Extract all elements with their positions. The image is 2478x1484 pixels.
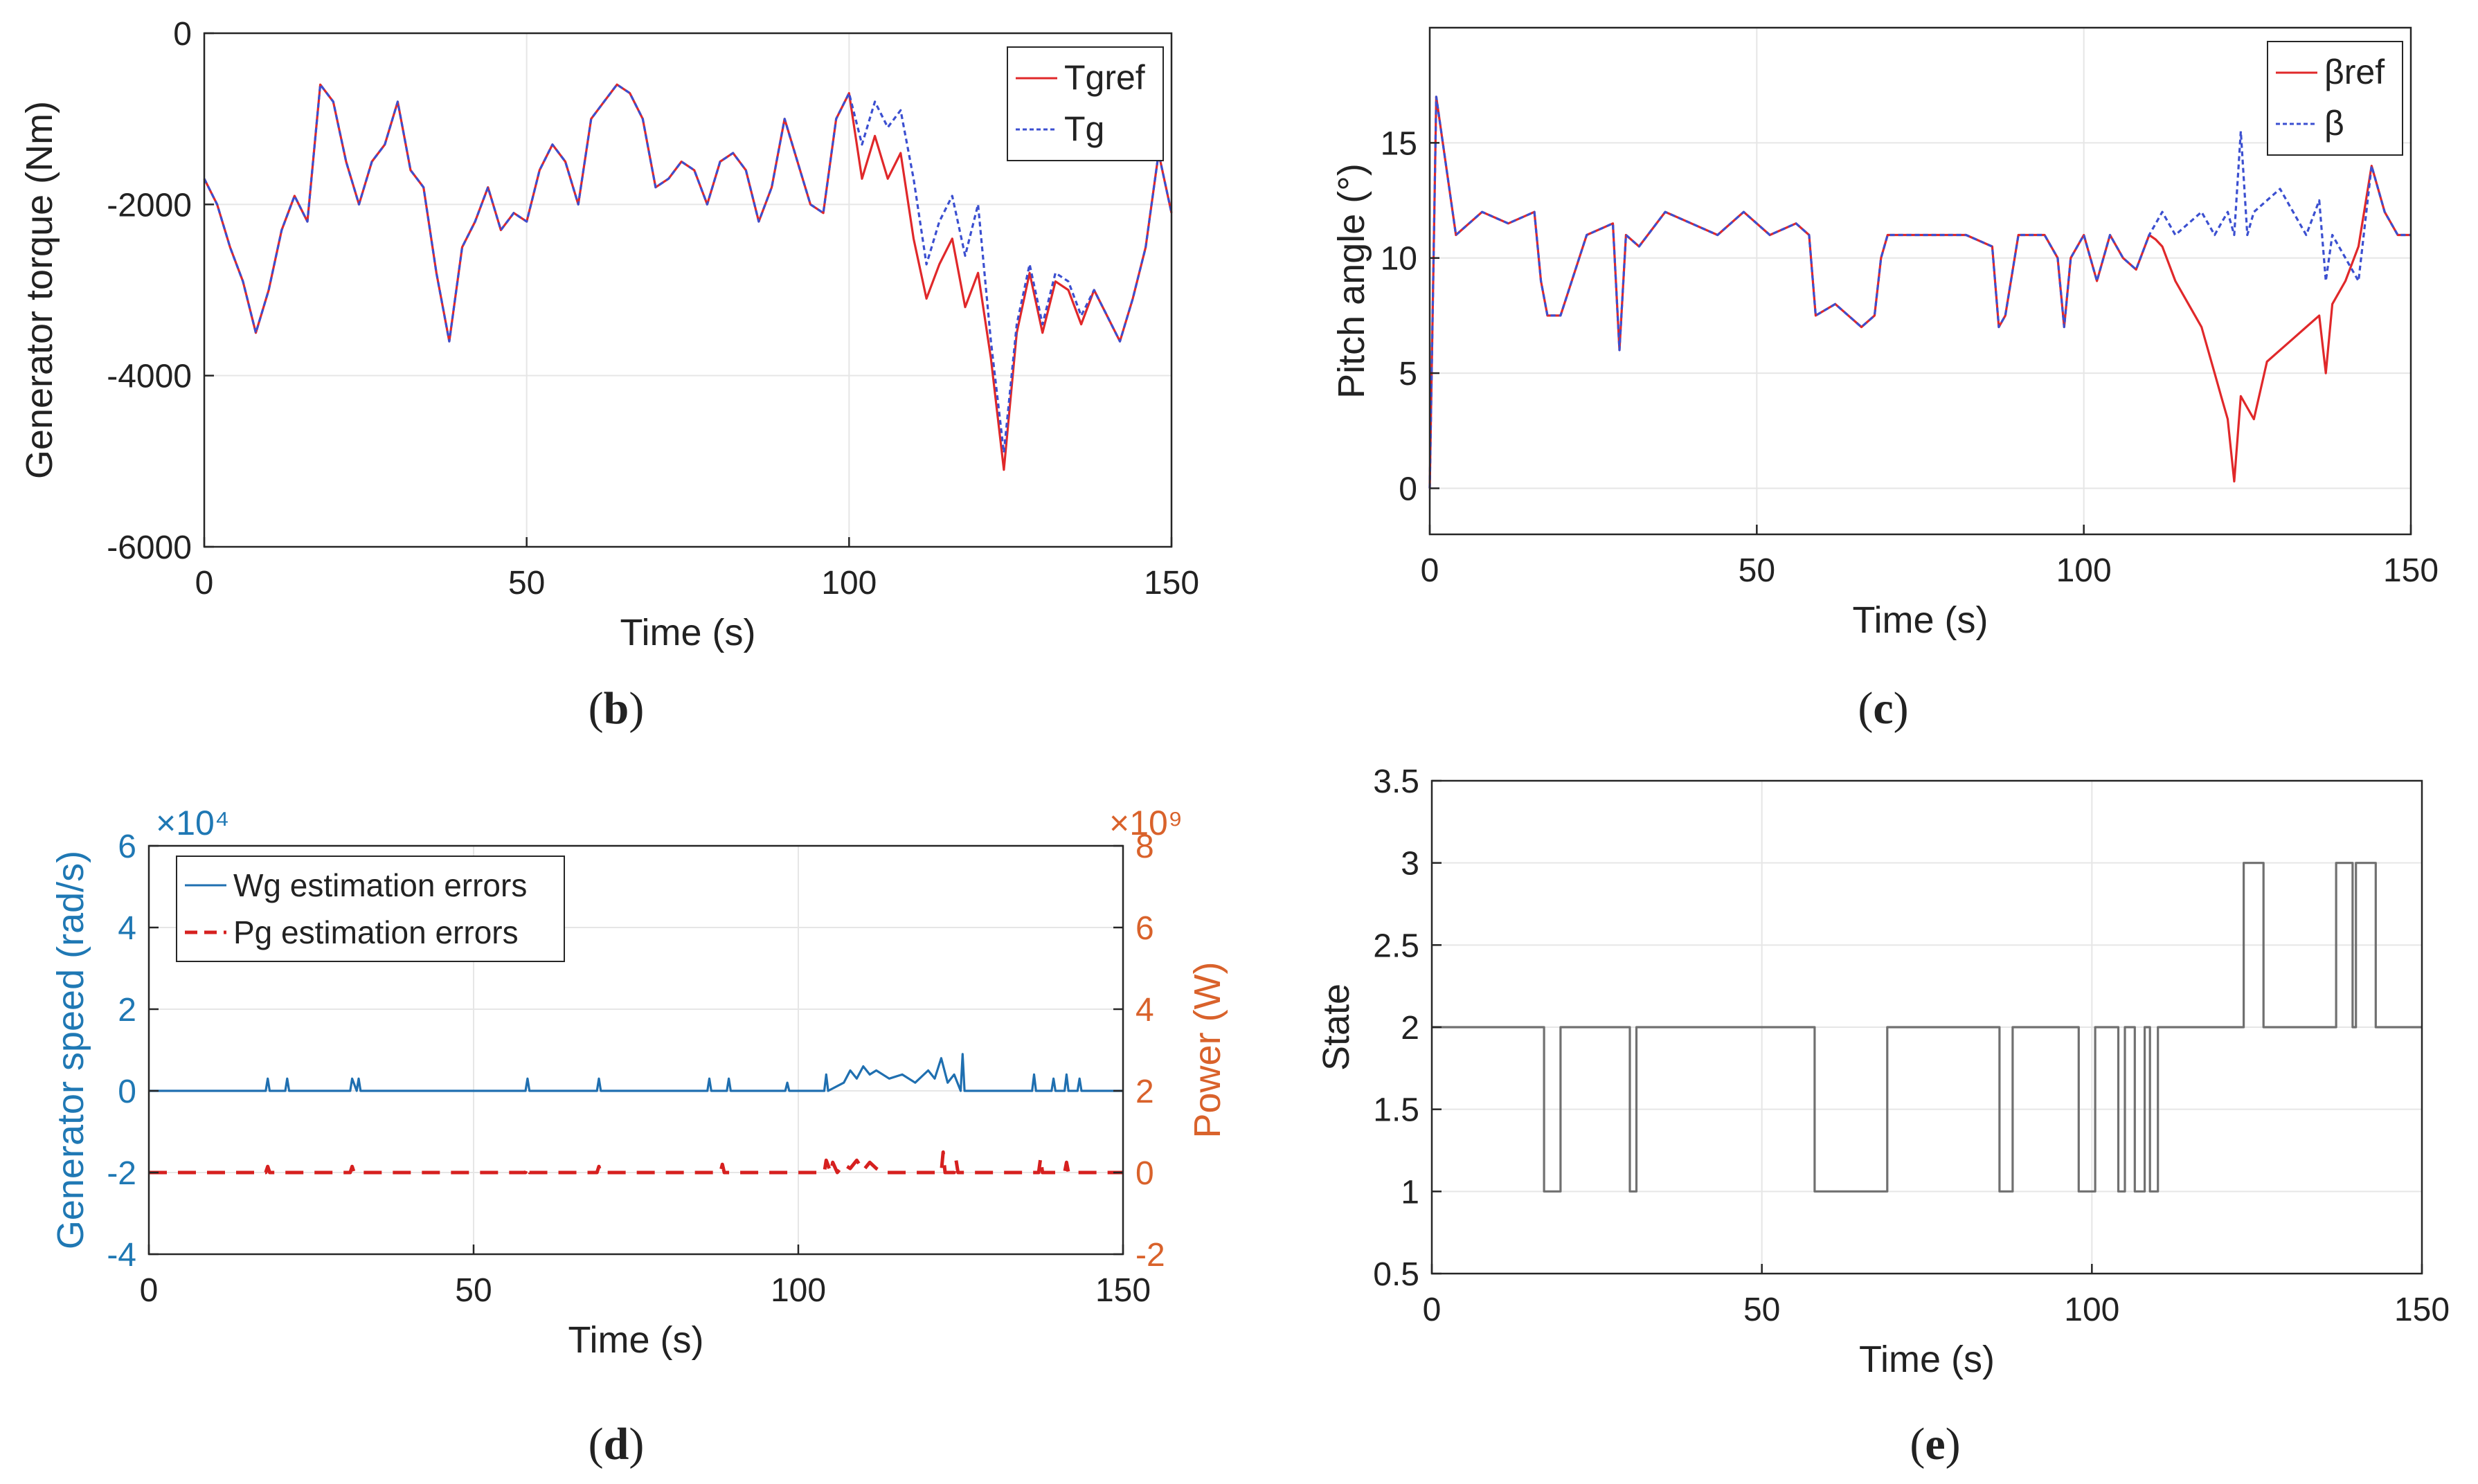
y-tick-label: 15 (1381, 125, 1417, 162)
x-axis-label: Time (s) (1859, 1339, 1995, 1380)
y-tick-label: 0 (1399, 471, 1417, 507)
x-tick-label: 0 (140, 1272, 159, 1309)
y-right-tick-label: 8 (1135, 829, 1154, 865)
y-tick-label: 2.5 (1373, 928, 1419, 964)
y-tick-label: 4 (118, 910, 136, 947)
y-right-tick-label: 6 (1135, 910, 1154, 947)
y-tick-label: 6 (118, 829, 136, 865)
panel-label: (b) (589, 683, 645, 734)
series-line-ref (1428, 96, 2411, 489)
y-tick-label: 0.5 (1373, 1256, 1419, 1293)
exponent-right: ×10⁹ (1109, 804, 1183, 842)
legend-entry: βref (2324, 53, 2385, 91)
panel-label-open: ( (589, 1419, 604, 1469)
panel-label-letter: d (604, 1419, 629, 1469)
y-tick-label: -6000 (107, 530, 192, 566)
x-tick-label: 150 (2383, 552, 2439, 589)
y-tick-label: 2 (1401, 1010, 1419, 1047)
y-tick-label: 2 (118, 992, 136, 1029)
legend-entry: Wg estimation errors (233, 867, 527, 903)
x-tick-label: 50 (1743, 1292, 1780, 1328)
legend-entry: Pg estimation errors (233, 914, 519, 950)
legend-box (176, 856, 565, 962)
plot-frame (203, 32, 1173, 548)
y-axis-label: State (1316, 984, 1357, 1071)
y-tick-label: 1 (1401, 1174, 1419, 1211)
series-line-state (1432, 862, 2422, 1193)
panel-label-close: ) (1946, 1419, 1961, 1469)
y-tick-label: 0 (118, 1074, 136, 1110)
y-tick-label: -2000 (107, 187, 192, 224)
x-tick-label: 50 (1739, 552, 1775, 589)
panel-label: (c) (1858, 683, 1908, 734)
panel-d: 0 50 100 150 -4 -2 0 2 4 6 -2 0 2 4 6 8×10⁹ Power (W) ×10… (50, 804, 1228, 1469)
y-right-axis-label: Power (W) (1187, 962, 1228, 1139)
y-tick-label: 1.5 (1373, 1092, 1419, 1129)
x-tick-label: 0 (195, 565, 214, 601)
y-right-tick-label: 4 (1135, 992, 1154, 1029)
panel-label-close: ) (629, 683, 644, 734)
y-axis-label: Generator speed (rad/s) (50, 851, 91, 1249)
plot-frame (147, 844, 1124, 1256)
x-tick-label: 150 (2394, 1292, 2450, 1328)
exponent-left: ×10⁴ (156, 804, 229, 842)
legend: Tgref Tg (1007, 46, 1164, 161)
y-right-tick-label: 2 (1135, 1074, 1154, 1110)
panel-label-letter: b (604, 683, 629, 734)
panel-b: 0 50 100 150 -6000 -4000 -2000 0 Time (s) Generat… (19, 16, 1199, 734)
legend-box (1007, 46, 1164, 161)
plot-frame (1428, 26, 2412, 536)
x-tick-label: 100 (821, 565, 877, 601)
panel-label-letter: c (1873, 683, 1893, 734)
panel-e: 0 50 100 150 0.5 1 1.5 2 2.5 3 3.5 Time (s) State (e) (1316, 763, 2450, 1469)
x-tick-label: 0 (1421, 552, 1439, 589)
x-axis-label: Time (s) (568, 1319, 704, 1361)
y-tick-label: 0 (173, 16, 192, 53)
grid (1429, 28, 2412, 534)
legend-box (2267, 41, 2403, 156)
panel-label: (e) (1910, 1419, 1960, 1469)
series-line-tgref (203, 83, 1173, 471)
x-tick-label: 50 (455, 1272, 492, 1309)
x-tick-label: 0 (1423, 1292, 1442, 1328)
legend-entry: Tgref (1064, 58, 1145, 97)
y-tick-label: 3.5 (1373, 763, 1419, 800)
panel-label-close: ) (629, 1419, 644, 1469)
y-tick-label: 10 (1381, 241, 1417, 278)
x-tick-label: 100 (771, 1272, 826, 1309)
y-tick-label: 3 (1401, 846, 1419, 883)
y-axis-label: Pitch angle (°) (1331, 163, 1372, 399)
x-axis-label: Time (s) (620, 612, 756, 653)
panel-label-open: ( (1910, 1419, 1925, 1469)
panel-label-open: ( (1858, 683, 1873, 734)
panel-label-open: ( (589, 683, 604, 734)
panel-c: 0 50 100 150 0 5 10 15 Time (s) Pitch angle (°) (c… (1331, 26, 2439, 734)
series-line- (1428, 96, 2411, 489)
y-axis-label: Generator torque (Nm) (19, 101, 60, 479)
legend-entry: Tg (1064, 109, 1104, 148)
series-line-pg-estimation-errors (149, 1150, 1123, 1175)
y-right-tick-label: 0 (1135, 1155, 1154, 1192)
legend-entry: β (2324, 104, 2344, 143)
y-right-tick-label: -2 (1135, 1237, 1165, 1274)
y-tick-label: -2 (107, 1155, 136, 1192)
y-tick-label: -4000 (107, 359, 192, 395)
x-tick-label: 50 (508, 565, 545, 601)
x-tick-label: 100 (2064, 1292, 2119, 1328)
y-tick-label: 5 (1399, 356, 1417, 392)
x-tick-label: 150 (1144, 565, 1199, 601)
panel-label-close: ) (1894, 683, 1909, 734)
panel-label: (d) (589, 1419, 645, 1469)
x-axis-label: Time (s) (1853, 599, 1988, 641)
legend: βref β (2267, 41, 2403, 156)
legend: Wg estimation errors Pg estimation errors (176, 856, 565, 962)
y-tick-label: -4 (107, 1237, 136, 1274)
panel-label-letter: e (1925, 1419, 1945, 1469)
x-tick-label: 100 (2056, 552, 2112, 589)
series-line-wg-estimation-errors (149, 1053, 1123, 1092)
x-tick-label: 150 (1095, 1272, 1151, 1309)
